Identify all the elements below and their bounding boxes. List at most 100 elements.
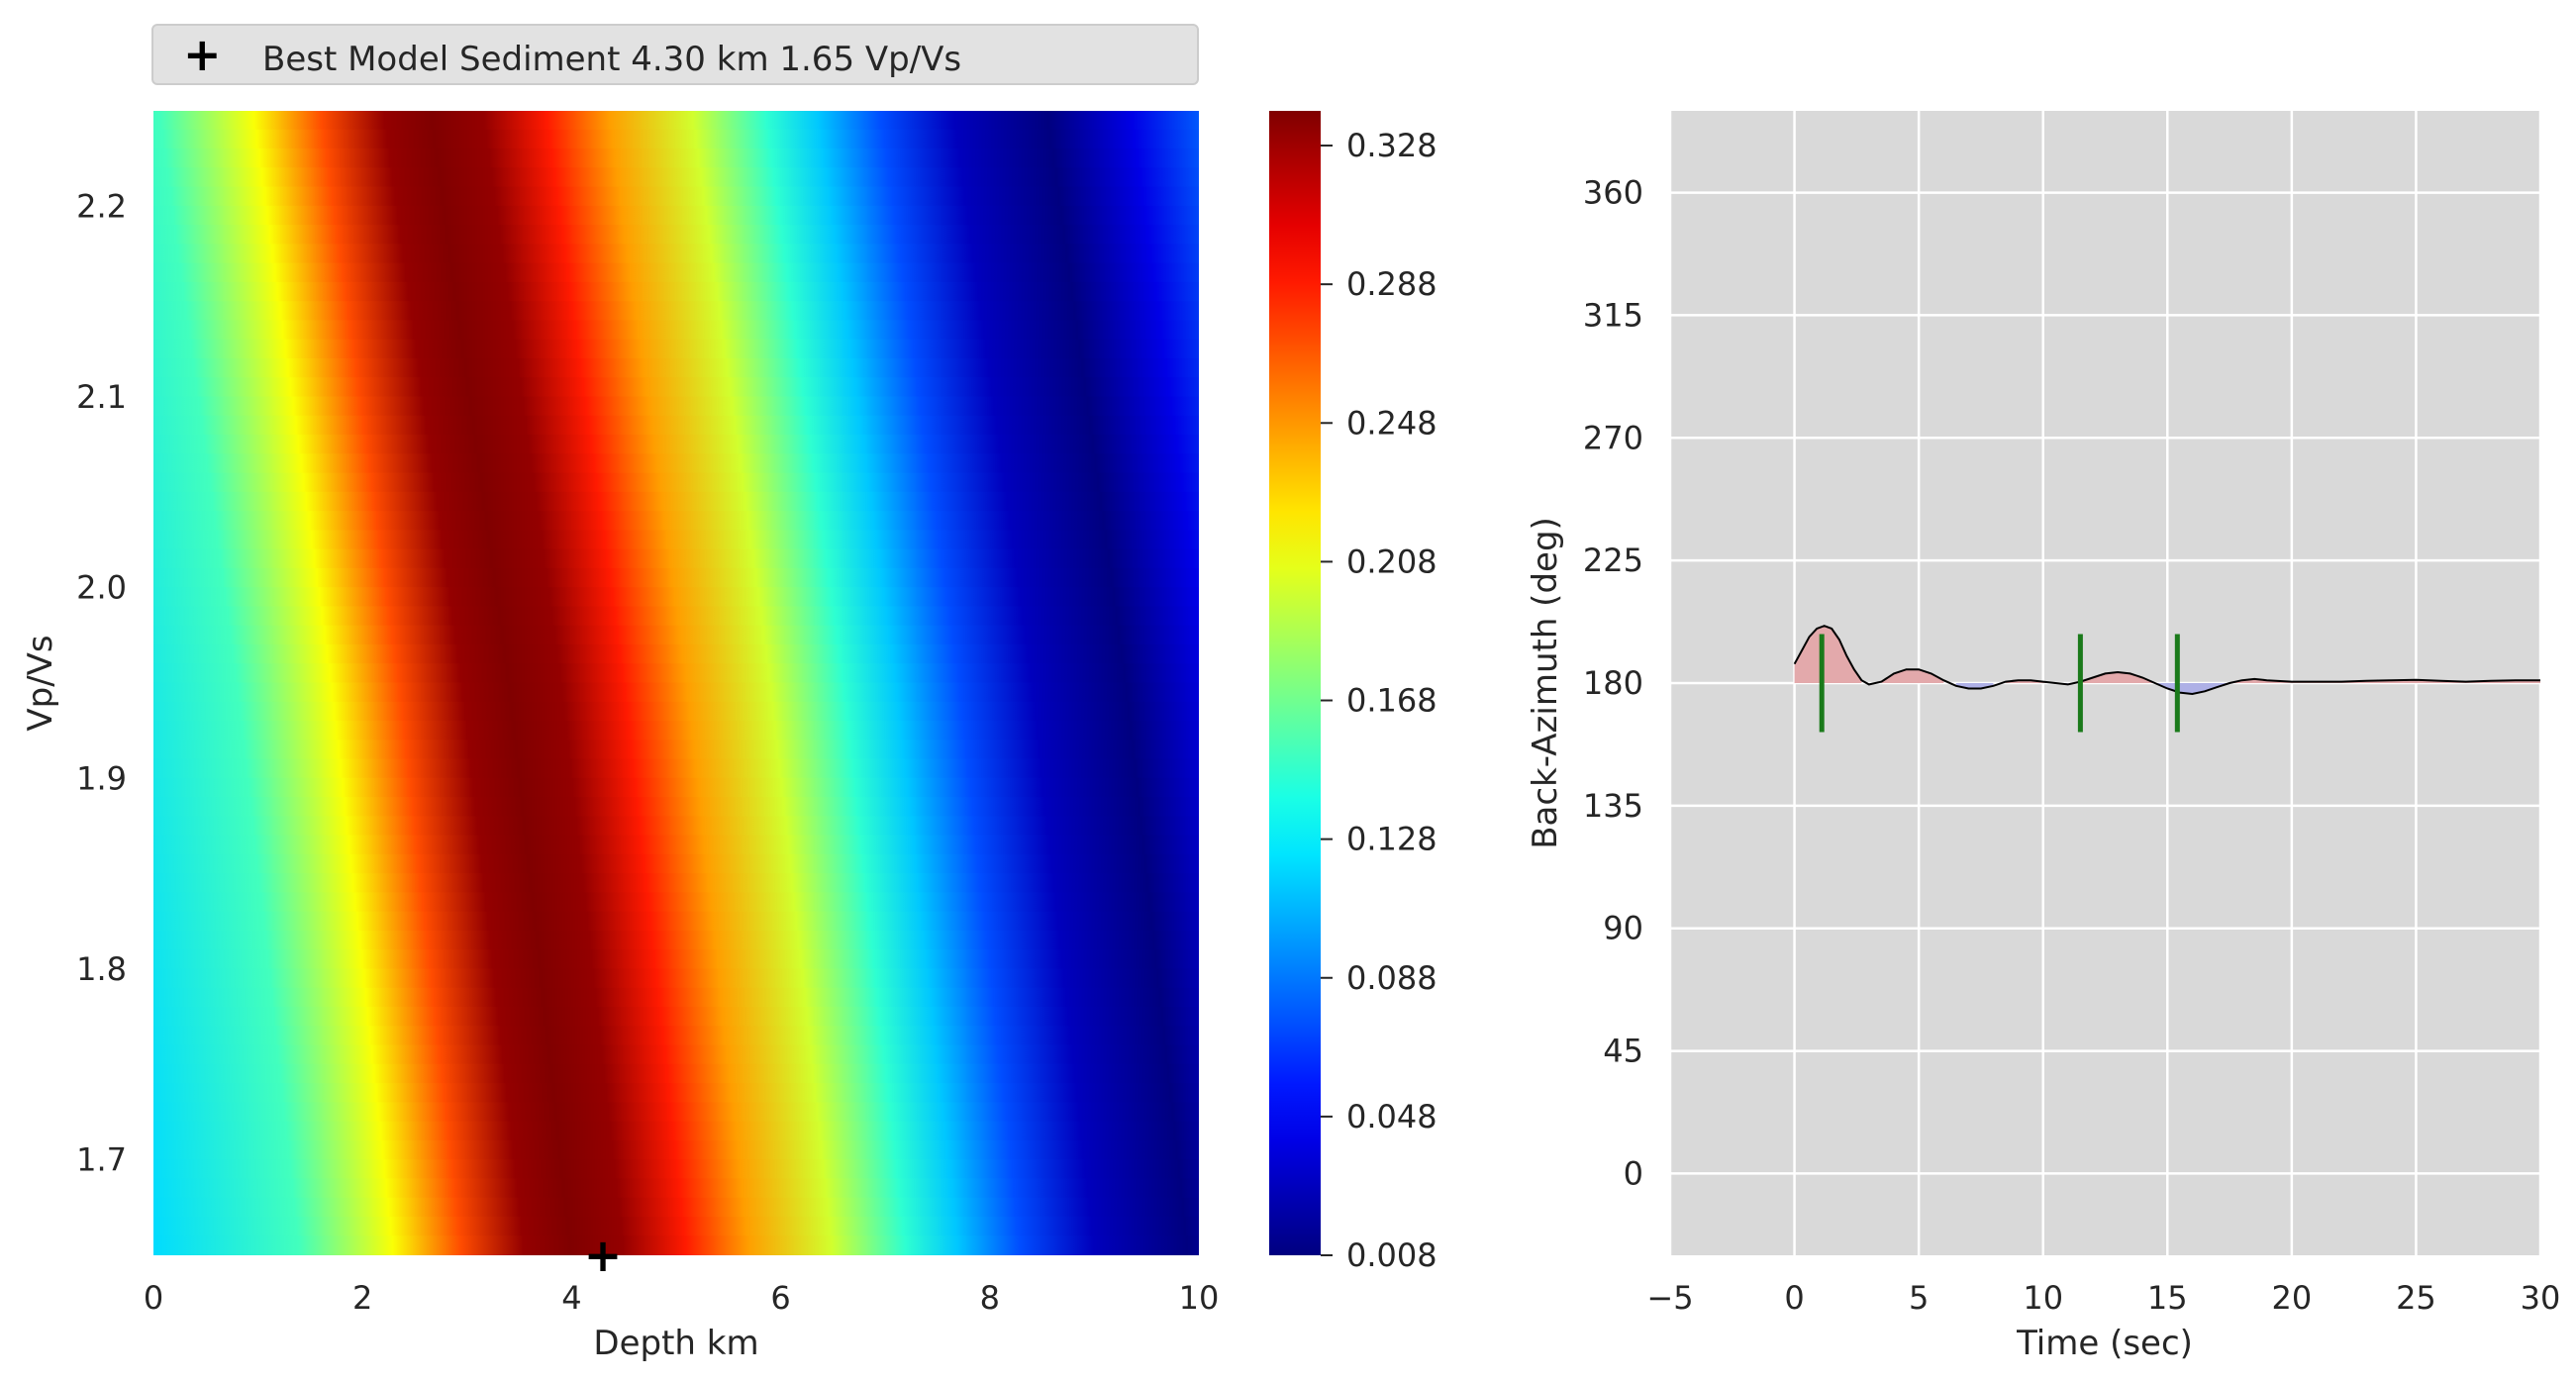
rf-x-tick-label: 30 <box>2521 1279 2561 1317</box>
heatmap-row <box>153 320 1199 341</box>
best-model-marker-icon: + <box>183 28 222 81</box>
heatmap-row <box>153 663 1199 684</box>
rf-x-tick-label: 10 <box>2023 1279 2063 1317</box>
heatmap-row <box>153 644 1199 665</box>
rf-x-tick-label: 25 <box>2396 1279 2436 1317</box>
heatmap-y-ticks: 1.7 1.8 1.9 2.0 2.1 2.2 <box>76 187 127 1178</box>
heatmap-row <box>153 1121 1199 1141</box>
colorbar-tick-label: 0.008 <box>1346 1236 1437 1274</box>
heatmap-row <box>153 472 1199 493</box>
heatmap-row <box>153 587 1199 608</box>
heatmap-row <box>153 968 1199 989</box>
colorbar-tick-label: 0.128 <box>1346 821 1437 858</box>
heatmap-row <box>153 339 1199 359</box>
heatmap-row <box>153 701 1199 723</box>
heatmap-row <box>153 1026 1199 1046</box>
heatmap-row <box>153 148 1199 169</box>
rf-y-tick-label: 135 <box>1583 787 1643 825</box>
heatmap-legend: + Best Model Sediment 4.30 km 1.65 Vp/Vs <box>151 24 1199 85</box>
rf-y-tick-label: 180 <box>1583 664 1643 702</box>
heatmap-row <box>153 186 1199 207</box>
heatmap-y-tick-label: 1.8 <box>76 950 127 988</box>
heatmap-row <box>153 491 1199 513</box>
rf-y-ticks: 0 45 90 135 180 225 270 315 360 <box>1583 174 1643 1193</box>
colorbar-tick-label: 0.168 <box>1346 682 1437 720</box>
legend-label: Best Model Sediment 4.30 km 1.65 Vp/Vs <box>262 40 962 79</box>
colorbar-ticks: 0.008 0.048 0.088 0.128 0.168 0.208 0.248 0.288… <box>1321 127 1437 1274</box>
heatmap-row <box>153 1139 1199 1161</box>
heatmap-row <box>153 1063 1199 1085</box>
heatmap-row <box>153 797 1199 818</box>
heatmap-row <box>153 606 1199 627</box>
heatmap-row <box>153 625 1199 645</box>
colorbar-tick-label: 0.208 <box>1346 543 1437 580</box>
heatmap-row <box>153 301 1199 322</box>
heatmap-row <box>153 1217 1199 1237</box>
rf-x-ticks: −5 0 5 10 15 20 25 30 <box>1646 1279 2560 1317</box>
heatmap-row <box>153 835 1199 855</box>
colorbar-tick-label: 0.328 <box>1346 127 1437 164</box>
heatmap-row <box>153 530 1199 550</box>
heatmap-row <box>153 682 1199 703</box>
heatmap-row <box>153 129 1199 150</box>
rf-x-tick-label: 15 <box>2147 1279 2188 1317</box>
heatmap-row <box>153 892 1199 913</box>
heatmap-row <box>153 721 1199 741</box>
rf-x-tick-label: 20 <box>2271 1279 2312 1317</box>
heatmap-row <box>153 911 1199 932</box>
heatmap-row <box>153 111 1199 131</box>
heatmap-y-tick-label: 1.9 <box>76 759 127 797</box>
heatmap-row <box>153 435 1199 455</box>
heatmap-row <box>153 244 1199 264</box>
heatmap-row <box>153 853 1199 875</box>
heatmap-y-tick-label: 2.1 <box>76 378 127 416</box>
heatmap-row <box>153 740 1199 760</box>
heatmap-row <box>153 931 1199 951</box>
colorbar-tick-label: 0.248 <box>1346 404 1437 442</box>
heatmap-y-tick-label: 2.0 <box>76 569 127 607</box>
heatmap-row <box>153 205 1199 227</box>
heatmap-row <box>153 1044 1199 1065</box>
heatmap-row <box>153 949 1199 970</box>
heatmap-field <box>153 111 1199 1255</box>
rf-x-label: Time (sec) <box>2016 1324 2193 1363</box>
rf-y-tick-label: 360 <box>1583 174 1643 212</box>
heatmap-row <box>153 1178 1199 1199</box>
heatmap-row <box>153 816 1199 837</box>
heatmap-row <box>153 167 1199 188</box>
colorbar <box>1269 111 1321 1255</box>
heatmap-row <box>153 1102 1199 1123</box>
heatmap-x-ticks: 0 2 4 6 8 10 <box>144 1279 1220 1317</box>
heatmap-row <box>153 758 1199 779</box>
heatmap-x-tick-label: 10 <box>1179 1279 1220 1317</box>
heatmap-row <box>153 873 1199 894</box>
best-model-marker: + <box>584 1229 623 1282</box>
heatmap-row <box>153 567 1199 589</box>
heatmap-row <box>153 511 1199 532</box>
rf-y-label: Back-Azimuth (deg) <box>1526 517 1565 849</box>
heatmap-x-tick-label: 4 <box>561 1279 581 1317</box>
rf-x-tick-label: 5 <box>1909 1279 1929 1317</box>
heatmap-row <box>153 396 1199 417</box>
rf-x-tick-label: 0 <box>1784 1279 1804 1317</box>
rf-x-tick-label: −5 <box>1646 1279 1693 1317</box>
heatmap-row <box>153 1159 1199 1180</box>
rf-y-tick-label: 45 <box>1603 1033 1643 1070</box>
heatmap-row <box>153 377 1199 398</box>
rf-y-tick-label: 315 <box>1583 296 1643 334</box>
heatmap-row <box>153 548 1199 569</box>
heatmap-y-label: Vp/Vs <box>21 635 60 731</box>
heatmap-row <box>153 987 1199 1009</box>
heatmap-row <box>153 777 1199 799</box>
heatmap-row <box>153 281 1199 303</box>
heatmap-row <box>153 225 1199 246</box>
colorbar-tick-label: 0.088 <box>1346 959 1437 997</box>
rf-phase-markers <box>1819 634 2180 733</box>
heatmap-row <box>153 1235 1199 1255</box>
heatmap-x-tick-label: 6 <box>770 1279 790 1317</box>
heatmap-row <box>153 453 1199 474</box>
rf-y-tick-label: 0 <box>1624 1154 1643 1192</box>
heatmap-row <box>153 415 1199 437</box>
heatmap-y-tick-label: 1.7 <box>76 1141 127 1179</box>
